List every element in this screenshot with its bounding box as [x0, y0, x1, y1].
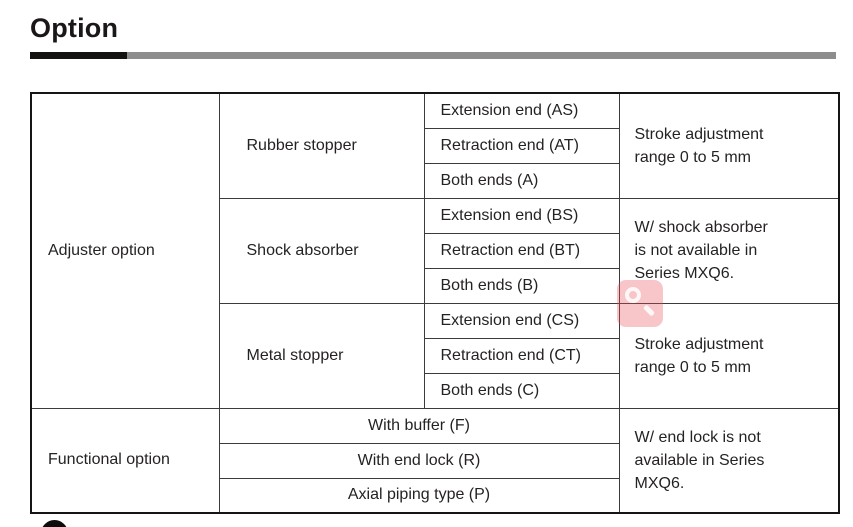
item-cell: Extension end (CS) [423, 302, 620, 339]
item-cell: Retraction end (BT) [423, 232, 620, 269]
item-cell: Both ends (A) [423, 162, 620, 199]
table-row: Functional option With buffer (F) W/ end… [30, 407, 840, 514]
table-row: Metal stopper Extension end (CS) Stroke … [31, 302, 840, 409]
item-cell: Extension end (AS) [423, 92, 620, 129]
item-cell: Retraction end (AT) [423, 127, 620, 164]
category-cell-adjuster-option: Adjuster option [30, 92, 220, 409]
table-row: Adjuster option Rubber stopper Extension… [30, 92, 840, 409]
item-cell: Retraction end (CT) [423, 337, 620, 374]
table-row: Both ends (A) [31, 162, 839, 199]
table-row: Axial piping type (P) [31, 477, 839, 514]
subgroup-cell-metal-stopper: Metal stopper [218, 302, 425, 409]
subgroup-cell-shock-absorber: Shock absorber [218, 197, 425, 304]
circled-number-partial-icon [41, 520, 68, 527]
zoom-watermark [617, 280, 663, 327]
note-cell: Stroke adjustment range 0 to 5 mm [618, 92, 840, 199]
item-cell: With buffer (F) [218, 407, 620, 444]
category-cell-functional-option: Functional option [30, 407, 220, 514]
item-cell: Both ends (C) [423, 372, 620, 409]
item-cell: Both ends (B) [423, 267, 620, 304]
option-table: Adjuster option Rubber stopper Extension… [30, 92, 840, 514]
item-cell: Axial piping type (P) [218, 477, 620, 514]
heading-rule [30, 52, 836, 59]
item-cell: Extension end (BS) [423, 197, 620, 234]
table-row: Retraction end (CT) [31, 337, 839, 374]
note-cell: W/ end lock is not available in Series M… [618, 407, 840, 514]
item-cell: With end lock (R) [218, 442, 620, 479]
note-cell: Stroke adjustment range 0 to 5 mm [618, 302, 840, 409]
note-cell: W/ shock absorber is not available in Se… [618, 197, 840, 304]
table-row: Both ends (C) [31, 372, 839, 409]
table-row: Retraction end (BT) [31, 232, 839, 269]
heading-rule-accent [30, 52, 127, 59]
subgroup-cell-rubber-stopper: Rubber stopper [218, 92, 425, 199]
page-title: Option [30, 13, 119, 43]
table-row: Retraction end (AT) [31, 127, 839, 164]
magnifier-handle-icon [642, 304, 656, 317]
magnifier-icon [625, 287, 641, 303]
table-row: Both ends (B) [31, 267, 839, 304]
